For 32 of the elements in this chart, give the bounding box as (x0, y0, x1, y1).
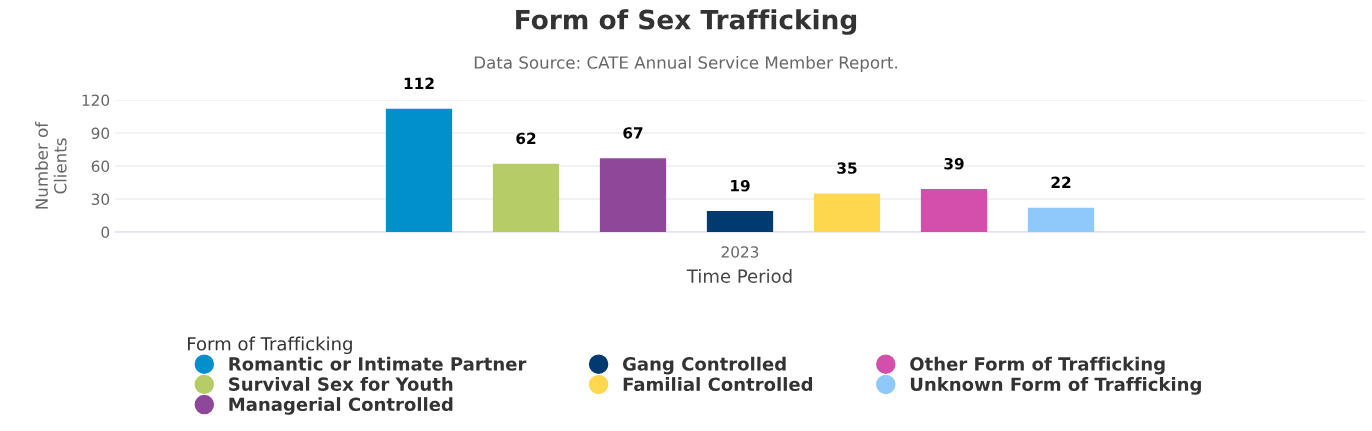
data-label: 62 (516, 132, 536, 145)
y-tick-label: 0 (101, 226, 110, 239)
legend-label: Unknown Form of Trafficking (910, 377, 1201, 395)
chart-title: Form of Sex Trafficking (516, 9, 857, 35)
legend-label: Familial Controlled (623, 377, 813, 392)
bar (1027, 207, 1095, 232)
data-label: 22 (1051, 176, 1071, 188)
y-tick-label: 120 (82, 94, 110, 107)
y-axis-title: Number of Clients (35, 121, 67, 209)
bar (599, 158, 667, 232)
data-label: 35 (837, 162, 857, 174)
legend-label: Managerial Controlled (229, 397, 453, 415)
bar (385, 108, 453, 232)
chart-subtitle: Data Source: CATE Annual Service Member Report. (474, 55, 897, 73)
legend-label: Other Form of Trafficking (910, 356, 1165, 375)
bar (920, 189, 988, 232)
data-label: 112 (404, 77, 434, 89)
legend-label: Gang Controlled (622, 356, 786, 375)
legend-label: Romantic or Intimate Partner (229, 356, 527, 371)
data-label: 67 (623, 127, 643, 139)
legend-title: Form of Trafficking (188, 336, 352, 355)
x-axis-title: Time Period (686, 269, 792, 283)
x-tick-label: 2023 (721, 246, 759, 258)
data-label: 39 (944, 157, 964, 170)
bar (492, 163, 560, 232)
legend-label: Survival Sex for Youth (229, 376, 453, 391)
bar (706, 211, 774, 232)
data-label: 19 (731, 179, 750, 192)
bar (813, 193, 881, 232)
y-tick-label: 30 (91, 193, 110, 206)
y-tick-label: 90 (91, 127, 110, 140)
y-tick-label: 60 (91, 160, 110, 173)
